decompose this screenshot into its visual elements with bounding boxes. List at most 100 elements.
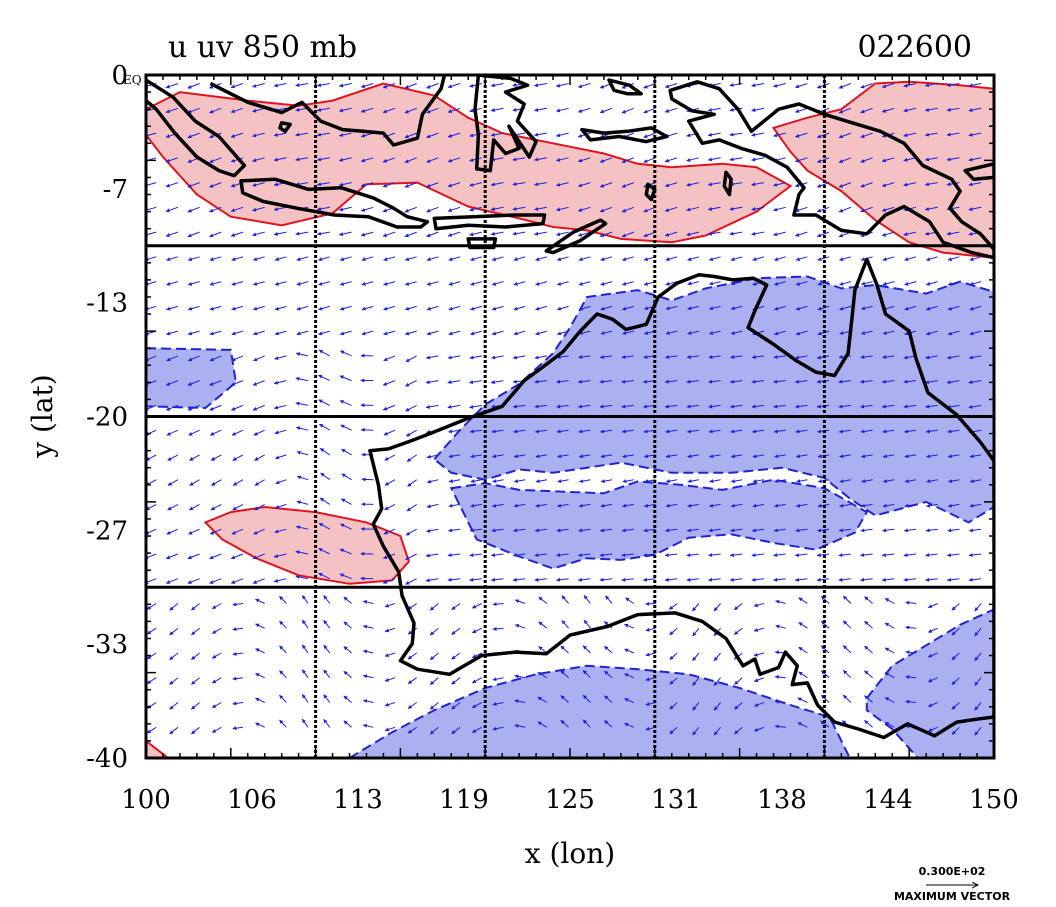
wind-vector: [146, 677, 157, 685]
wind-vector: [405, 429, 417, 437]
wind-vector: [925, 429, 938, 434]
wind-vector: [578, 528, 591, 533]
wind-vector: [709, 281, 721, 286]
wind-vector: [927, 702, 938, 707]
wind-vector: [600, 429, 613, 434]
positive-region-png-band: [771, 80, 994, 259]
wind-vector: [664, 107, 678, 113]
wind-vector: [295, 401, 309, 406]
wind-vector: [323, 718, 331, 728]
wind-vector: [426, 479, 439, 484]
wind-vector: [820, 595, 830, 604]
wind-vector: [599, 157, 613, 163]
wind-vector: [187, 305, 200, 311]
wind-vector: [211, 726, 222, 733]
wind-vector: [795, 132, 808, 138]
wind-vector: [621, 107, 634, 114]
wind-vector: [404, 157, 417, 163]
wind-vector: [881, 83, 895, 89]
wind-vector: [839, 479, 851, 484]
wind-vector: [535, 281, 548, 286]
wind-vector: [927, 627, 938, 633]
wind-vector: [469, 577, 482, 582]
coastline-sumbawa-flores: [432, 213, 547, 231]
wind-vector: [839, 305, 852, 311]
wind-vector: [969, 305, 982, 311]
wind-vector: [860, 83, 873, 89]
wind-vector: [209, 330, 222, 336]
wind-vector: [362, 674, 374, 679]
wind-vector: [254, 503, 265, 511]
wind-vector: [343, 695, 352, 703]
wind-vector: [947, 330, 960, 336]
wind-vector: [490, 107, 504, 112]
wind-vector: [882, 503, 895, 508]
wind-vector: [578, 281, 591, 286]
wind-vector: [968, 157, 982, 162]
reference-vector-legend: 0.300E+02 MAXIMUM VECTOR: [894, 865, 1011, 903]
wind-vector: [927, 652, 938, 658]
wind-vector: [407, 702, 417, 709]
wind-vector: [426, 503, 439, 509]
wind-vector: [860, 404, 873, 409]
wind-vector: [686, 429, 699, 434]
wind-vector: [209, 107, 222, 114]
wind-vector: [773, 553, 786, 558]
wind-vector: [407, 652, 417, 660]
wind-vector: [448, 528, 461, 533]
wind-vector: [752, 454, 765, 459]
wind-vector: [252, 107, 265, 113]
wind-vector: [645, 601, 656, 606]
wind-vector: [645, 627, 656, 632]
wind-vector: [556, 256, 569, 262]
wind-vector: [469, 182, 482, 187]
wind-vector: [643, 528, 656, 533]
wind-vector: [751, 83, 765, 88]
wind-vector: [275, 479, 287, 485]
wind-vector: [167, 479, 179, 486]
wind-vector: [752, 503, 765, 508]
wind-vector: [729, 404, 743, 409]
wind-vector: [429, 627, 439, 636]
wind-vector: [232, 479, 244, 486]
wind-vector: [665, 281, 678, 286]
wind-vector: [974, 652, 982, 662]
wind-vector: [692, 702, 700, 711]
wind-vector: [426, 256, 439, 262]
wind-vector: [253, 330, 265, 336]
wind-vector: [317, 132, 330, 137]
wind-vector: [469, 404, 482, 409]
wind-vector: [230, 553, 244, 560]
wind-vector: [881, 379, 895, 384]
wind-vector: [490, 132, 504, 137]
wind-vector: [643, 206, 656, 213]
wind-vector: [338, 231, 352, 237]
wind-vector: [599, 355, 613, 360]
wind-vector: [664, 182, 678, 188]
wind-vector: [751, 379, 765, 384]
wind-vector: [713, 652, 721, 662]
wind-vector: [191, 627, 200, 636]
wind-vector: [795, 83, 808, 89]
wind-vector: [209, 182, 222, 188]
wind-vector: [729, 157, 743, 162]
wind-vector: [773, 429, 786, 434]
wind-vector: [491, 429, 504, 434]
wind-vector: [169, 677, 179, 685]
wind-vector: [557, 454, 569, 459]
wind-vector: [252, 231, 265, 237]
wind-vector: [709, 454, 721, 459]
wind-vector: [534, 379, 547, 384]
wind-vector: [384, 652, 396, 657]
wind-vector: [451, 677, 461, 685]
wind-vector: [968, 107, 982, 113]
wind-vector: [165, 553, 179, 560]
wind-vector: [904, 305, 917, 311]
wind-vector: [583, 619, 591, 629]
wind-vector: [323, 669, 331, 679]
wind-vector: [426, 182, 439, 188]
wind-vector: [448, 479, 461, 484]
wind-vector: [384, 454, 396, 461]
wind-vector: [469, 553, 482, 558]
wind-vector: [860, 503, 873, 508]
